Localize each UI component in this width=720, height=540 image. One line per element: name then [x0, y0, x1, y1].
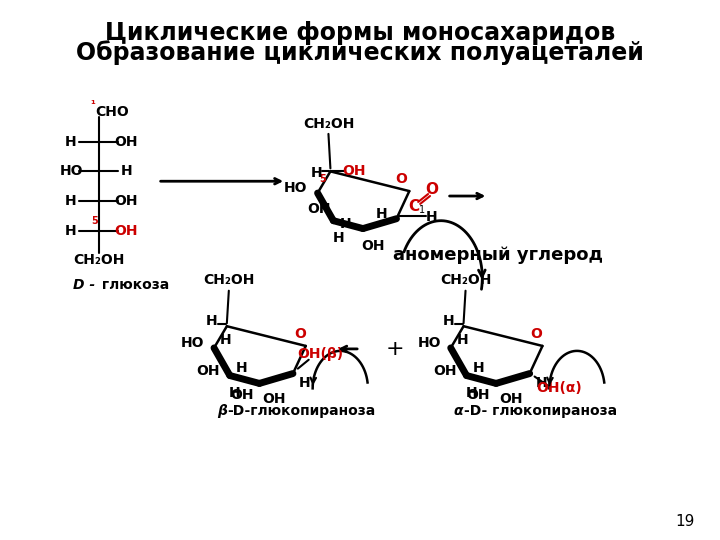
Text: H: H	[426, 210, 438, 224]
Text: HO: HO	[59, 164, 83, 178]
Text: глюкоза: глюкоза	[96, 278, 169, 292]
Text: O: O	[426, 181, 438, 197]
Text: H: H	[220, 333, 232, 347]
Text: H: H	[66, 135, 77, 149]
Text: CH₂OH: CH₂OH	[440, 273, 491, 287]
Text: OH: OH	[467, 388, 490, 402]
Text: ¹: ¹	[91, 100, 96, 110]
Text: CH₂OH: CH₂OH	[203, 273, 254, 287]
Text: H: H	[472, 361, 484, 375]
Text: 5: 5	[320, 174, 326, 184]
Text: H: H	[66, 224, 77, 238]
Text: OH: OH	[499, 392, 523, 406]
Text: H: H	[299, 376, 310, 390]
Text: β: β	[217, 404, 227, 418]
Text: O: O	[294, 327, 306, 341]
Text: OH: OH	[230, 388, 253, 402]
Text: OH: OH	[361, 239, 384, 253]
Text: O: O	[395, 172, 408, 186]
Text: OH: OH	[114, 194, 138, 208]
Text: CH₂OH: CH₂OH	[302, 117, 354, 131]
Text: OH(α): OH(α)	[536, 381, 582, 395]
Text: H: H	[536, 376, 547, 390]
Text: 5: 5	[91, 215, 98, 226]
Text: H: H	[376, 207, 387, 221]
Text: OH: OH	[114, 135, 138, 149]
Text: CHO: CHO	[96, 105, 130, 119]
Text: OH: OH	[263, 392, 286, 406]
Text: аномерный углерод: аномерный углерод	[393, 246, 603, 264]
Text: OH: OH	[433, 363, 456, 377]
Text: D -: D -	[73, 278, 95, 292]
Text: OH: OH	[342, 164, 366, 178]
Text: H: H	[66, 194, 77, 208]
Text: Циклические формы моносахаридов: Циклические формы моносахаридов	[105, 21, 615, 45]
Text: H: H	[120, 164, 132, 178]
Text: OH(β): OH(β)	[297, 347, 343, 361]
Text: HO: HO	[284, 181, 307, 195]
Text: H: H	[443, 314, 454, 328]
Text: Образование циклических полуацеталей: Образование циклических полуацеталей	[76, 40, 644, 65]
Text: 19: 19	[676, 514, 696, 529]
Text: C: C	[409, 199, 420, 214]
Text: H: H	[456, 333, 469, 347]
Text: -D-глюкопираноза: -D-глюкопираноза	[227, 404, 375, 418]
Text: H: H	[229, 386, 240, 400]
Text: O: O	[531, 327, 542, 341]
Text: OH: OH	[197, 363, 220, 377]
Text: H: H	[206, 314, 218, 328]
Text: -D- глюкопираноза: -D- глюкопираноза	[464, 404, 617, 418]
Text: H: H	[466, 386, 477, 400]
Text: H: H	[339, 217, 351, 231]
Text: H: H	[333, 232, 344, 246]
Text: H: H	[311, 166, 323, 180]
Text: 1: 1	[419, 205, 426, 215]
Text: H: H	[236, 361, 248, 375]
Text: HO: HO	[181, 336, 204, 350]
Text: α: α	[454, 404, 463, 418]
Text: OH: OH	[114, 224, 138, 238]
Text: CH₂OH: CH₂OH	[73, 253, 125, 267]
Text: +: +	[385, 339, 404, 359]
Text: HO: HO	[418, 336, 441, 350]
Text: OH: OH	[307, 202, 330, 216]
